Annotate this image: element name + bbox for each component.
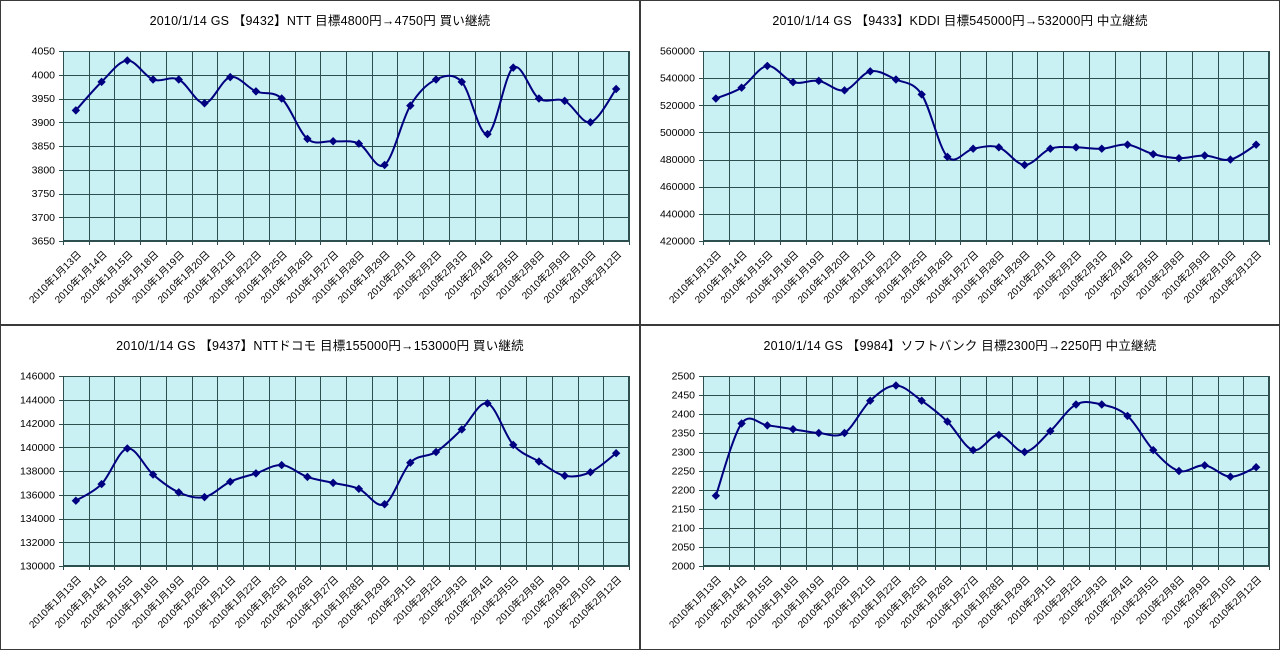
data-point-markers [71, 56, 621, 170]
x-axis-labels: 2010年1月13日2010年1月14日2010年1月15日2010年1月18日… [26, 573, 624, 631]
svg-text:2500: 2500 [672, 371, 696, 383]
softbank-price-chart: 2000 2050 2100 2150 2200 2250 2300 2350 2400 2450… [666, 371, 1270, 631]
svg-text:3700: 3700 [32, 212, 56, 224]
data-point-markers [711, 61, 1261, 170]
price-line [714, 384, 1258, 497]
svg-text:2350: 2350 [672, 428, 696, 440]
plot-border [703, 376, 1269, 566]
price-line [714, 64, 1258, 167]
chart-title-kddi: 2010/1/14 GS 【9433】KDDI 目標545000円→532000… [772, 14, 1148, 28]
svg-text:134000: 134000 [20, 513, 55, 525]
svg-text:2150: 2150 [672, 504, 696, 516]
nttdocomo-price-chart: 130000 132000 134000 136000 138000 140000 1420… [20, 371, 630, 631]
svg-text:3850: 3850 [32, 141, 56, 153]
svg-text:3900: 3900 [32, 117, 56, 129]
chart-panel-kddi: 420000 440000 460000 480000 500000 520000 5400… [640, 0, 1280, 325]
svg-text:480000: 480000 [660, 154, 695, 166]
svg-text:3750: 3750 [32, 188, 56, 200]
svg-text:460000: 460000 [660, 181, 695, 193]
price-line [74, 59, 618, 168]
svg-text:2250: 2250 [672, 466, 696, 478]
svg-text:144000: 144000 [20, 394, 55, 406]
svg-text:2450: 2450 [672, 390, 696, 402]
y-axis-labels: 3650 3700 3750 3800 3850 3900 3950 4000 4050 [32, 46, 56, 248]
svg-text:440000: 440000 [660, 208, 695, 220]
data-point-markers [71, 399, 621, 509]
svg-text:2100: 2100 [672, 523, 696, 535]
chart-panel-nttdocomo: 130000 132000 134000 136000 138000 140000 1420… [0, 325, 640, 650]
svg-text:2300: 2300 [672, 447, 696, 459]
svg-text:4050: 4050 [32, 46, 56, 58]
kddi-price-chart: 420000 440000 460000 480000 500000 520000 5400… [660, 46, 1270, 306]
chart-title-nttdocomo: 2010/1/14 GS 【9437】NTTドコモ 目標155000円→1530… [116, 339, 524, 353]
svg-text:420000: 420000 [660, 236, 695, 248]
chart-panel-softbank: 2000 2050 2100 2150 2200 2250 2300 2350 2400 2450… [640, 325, 1280, 650]
svg-text:136000: 136000 [20, 489, 55, 501]
ntt-price-chart: 3650 3700 3750 3800 3850 3900 3950 4000 4050 2010… [26, 46, 630, 306]
svg-text:2000: 2000 [672, 561, 696, 573]
svg-text:142000: 142000 [20, 418, 55, 430]
svg-text:4000: 4000 [32, 69, 56, 81]
x-axis-labels: 2010年1月13日2010年1月14日2010年1月15日2010年1月18日… [666, 248, 1264, 306]
svg-text:138000: 138000 [20, 466, 55, 478]
svg-text:2200: 2200 [672, 485, 696, 497]
svg-text:3650: 3650 [32, 236, 56, 248]
svg-text:146000: 146000 [20, 371, 55, 383]
plot-border [63, 376, 629, 566]
svg-text:132000: 132000 [20, 537, 55, 549]
svg-text:2400: 2400 [672, 409, 696, 421]
svg-text:560000: 560000 [660, 46, 695, 58]
plot-border [703, 51, 1269, 241]
svg-text:500000: 500000 [660, 127, 695, 139]
price-line [74, 402, 618, 506]
svg-text:130000: 130000 [20, 561, 55, 573]
chart-title-ntt: 2010/1/14 GS 【9432】NTT 目標4800円→4750円 買い継… [149, 14, 491, 28]
y-axis-labels: 2000 2050 2100 2150 2200 2250 2300 2350 2400 2450… [672, 371, 696, 573]
plot-border [63, 51, 629, 241]
chart-panel-ntt: 3650 3700 3750 3800 3850 3900 3950 4000 4050 2010… [0, 0, 640, 325]
svg-text:3800: 3800 [32, 164, 56, 176]
x-axis-labels: 2010年1月13日2010年1月14日2010年1月15日2010年1月18日… [666, 573, 1264, 631]
svg-text:520000: 520000 [660, 100, 695, 112]
svg-text:3950: 3950 [32, 93, 56, 105]
svg-text:2050: 2050 [672, 542, 696, 554]
y-axis-labels: 420000 440000 460000 480000 500000 520000 5400… [660, 46, 695, 248]
x-axis-labels: 2010年1月13日2010年1月14日2010年1月15日2010年1月18日… [26, 248, 624, 306]
chart-title-softbank: 2010/1/14 GS 【9984】ソフトバンク 目標2300円→2250円 … [763, 339, 1157, 353]
svg-text:540000: 540000 [660, 73, 695, 85]
svg-text:140000: 140000 [20, 442, 55, 454]
y-axis-labels: 130000 132000 134000 136000 138000 140000 1420… [20, 371, 55, 573]
